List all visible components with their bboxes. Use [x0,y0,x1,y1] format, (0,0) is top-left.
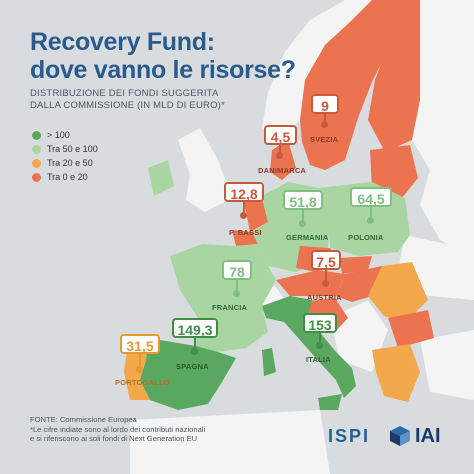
italia-value-badge: 153 [303,313,337,333]
portogallo-pin-dot [136,366,143,373]
norway-land [262,0,372,140]
spagna-value-badge: 149,3 [172,318,218,338]
subtitle: DISTRIBUZIONE DEI FONDI SUGGERITA DALLA … [30,88,225,112]
germania-pin-dot [299,220,306,227]
pbassi-value-badge: 12,8 [224,182,264,202]
polonia-pin-dot [367,217,374,224]
polonia-label: POLONIA [348,233,384,242]
greece-region [372,344,420,402]
ireland-land [148,160,174,196]
germania-label: GERMANIA [286,233,329,242]
title-line-1: Recovery Fund: [30,28,215,56]
legend-dot-icon [32,158,41,168]
danimarca-value-badge: 4,5 [264,125,297,145]
denmark-region [270,140,296,180]
svezia-pin [324,114,326,122]
pbassi-label: P. BASSI [229,228,262,237]
legend-item-over-100: > 100 [32,128,98,142]
italia-label: ITALIA [306,355,331,364]
turkey-land [420,330,474,400]
germania-pin [302,210,304,220]
portogallo-value-badge: 31,5 [120,334,160,354]
austria-region [276,270,345,296]
north-africa-land [130,410,330,474]
francia-pin-dot [233,290,240,297]
source-text: FONTE: Commissione Europea [30,415,137,424]
austria-label: AUSTRIA [307,293,342,302]
legend-dot-icon [32,172,41,182]
austria-value-badge: 7,5 [311,250,341,270]
legend-label: > 100 [47,130,70,140]
ispi-logo: ISPI [328,426,371,446]
legend-dot-icon [32,144,41,154]
svezia-pin-dot [321,121,328,128]
legend-item-50-100: Tra 50 e 100 [32,142,98,156]
belgium-region [232,230,258,246]
polonia-value-badge: 64,5 [350,187,392,207]
legend-item-20-50: Tra 20 e 50 [32,156,98,170]
danimarca-label: DANIMARCA [258,166,307,175]
russia-land [412,0,474,260]
iai-logo-text: IAI [415,424,441,447]
title-line-2: dove vanno le risorse? [30,56,296,84]
footnote-line-2: e si riferiscono ai soli fondi di Next G… [30,434,198,443]
italia-pin [319,333,321,343]
italia-pin-dot [316,342,323,349]
spain-region [140,338,236,410]
romania-region [368,262,428,322]
portogallo-label: PORTOGALLO [115,378,170,387]
austria-pin-dot [322,280,329,287]
danimarca-pin-dot [276,152,283,159]
pbassi-pin [243,202,245,212]
footnote-line-1: *Le cifre indiate sono al lordo dei cont… [30,424,206,434]
legend-dot-icon [32,130,41,140]
austria-pin [325,270,327,280]
legend-label: Tra 0 e 20 [47,172,88,182]
spagna-pin [194,338,196,348]
bulgaria-region [388,310,434,348]
slovakia-region [340,256,372,274]
uk-land [178,128,232,212]
page-title: Recovery Fund: dove vanno le risorse? [30,28,296,84]
legend-label: Tra 20 e 50 [47,158,93,168]
svezia-value-badge: 9 [311,94,339,114]
francia-label: FRANCIA [212,303,248,312]
spagna-pin-dot [191,348,198,355]
sardinia-region [262,348,276,376]
iai-cube-icon [390,426,410,446]
subtitle-line-2: DALLA COMMISSIONE (IN MLD DI EURO)* [30,100,225,111]
svezia-label: SVEZIA [310,135,339,144]
legend-label: Tra 50 e 100 [47,144,98,154]
francia-pin [236,280,238,290]
baltic-states-region [370,145,418,198]
pbassi-pin-dot [240,212,247,219]
italy-region [262,296,356,398]
francia-value-badge: 78 [222,260,252,280]
footer-notes: FONTE: Commissione Europea *Le cifre ind… [30,415,205,444]
sicily-region [318,394,342,410]
finland-region [368,0,420,152]
germania-value-badge: 51,8 [283,190,323,210]
portogallo-pin [139,354,141,367]
legend: > 100 Tra 50 e 100 Tra 20 e 50 Tra 0 e 2… [32,128,98,184]
subtitle-line-1: DISTRIBUZIONE DEI FONDI SUGGERITA [30,88,219,99]
polonia-pin [370,207,372,217]
iai-logo: IAI [388,424,441,448]
netherlands-region [244,198,268,232]
legend-item-0-20: Tra 0 e 20 [32,170,98,184]
danimarca-pin [279,145,281,153]
spagna-label: SPAGNA [176,362,209,371]
